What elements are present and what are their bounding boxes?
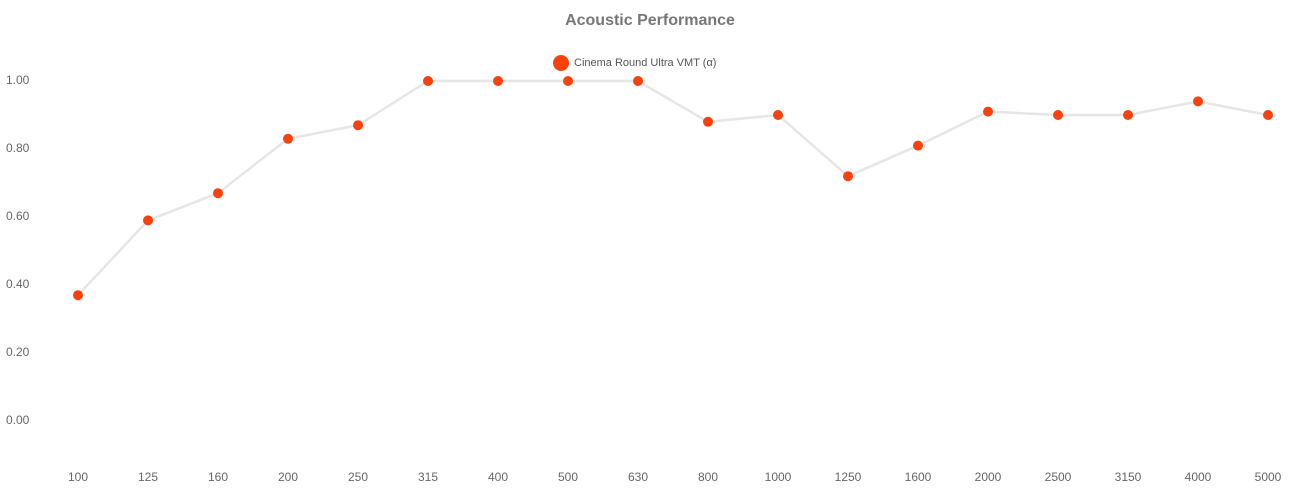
x-tick-label: 400 <box>488 470 508 484</box>
y-tick-label: 1.00 <box>6 73 30 87</box>
y-tick-label: 0.40 <box>6 277 30 291</box>
data-point <box>703 116 713 127</box>
x-tick-label: 3150 <box>1115 470 1142 484</box>
data-point <box>1263 110 1273 120</box>
data-point <box>1123 110 1133 120</box>
x-tick-label: 125 <box>138 470 158 484</box>
x-tick-label: 630 <box>628 470 648 484</box>
data-point <box>283 133 293 144</box>
x-tick-label: 250 <box>348 470 368 484</box>
data-point <box>633 76 643 86</box>
data-point <box>213 188 223 199</box>
data-point <box>843 171 853 182</box>
data-point <box>353 120 363 131</box>
data-point <box>143 215 153 226</box>
series-line <box>77 79 1269 297</box>
x-tick-label: 1000 <box>765 470 792 484</box>
x-tick-label: 5000 <box>1255 470 1282 484</box>
x-tick-label: 2500 <box>1045 470 1072 484</box>
y-tick-label: 0.20 <box>6 345 30 359</box>
y-tick-label: 0.60 <box>6 209 30 223</box>
chart-title: Acoustic Performance <box>565 12 735 29</box>
data-point <box>913 140 923 151</box>
y-tick-label: 0.80 <box>6 141 30 155</box>
x-tick-label: 200 <box>278 470 298 484</box>
data-point <box>773 110 783 120</box>
x-tick-label: 4000 <box>1185 470 1212 484</box>
data-point <box>983 106 993 117</box>
x-tick-label: 160 <box>208 470 228 484</box>
legend-marker <box>553 55 569 71</box>
legend-label: Cinema Round Ultra VMT (α) <box>574 57 716 69</box>
data-point <box>423 76 433 86</box>
data-point <box>493 76 503 86</box>
data-point <box>1193 96 1203 107</box>
x-tick-label: 1600 <box>905 470 932 484</box>
y-tick-label: 0.00 <box>6 413 30 427</box>
x-tick-label: 800 <box>698 470 718 484</box>
x-tick-label: 500 <box>558 470 578 484</box>
x-tick-label: 315 <box>418 470 438 484</box>
data-point <box>73 290 83 301</box>
data-point <box>563 76 573 86</box>
x-tick-label: 100 <box>68 470 88 484</box>
x-tick-label: 2000 <box>975 470 1002 484</box>
x-tick-label: 1250 <box>835 470 862 484</box>
data-point <box>1053 110 1063 120</box>
